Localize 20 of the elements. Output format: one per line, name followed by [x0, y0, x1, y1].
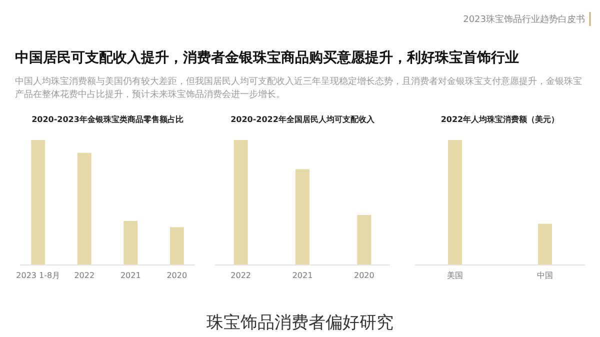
text: 2023珠宝饰品行业趋势白皮书	[463, 14, 585, 25]
x-tick-label: 2021	[292, 271, 313, 280]
x-tick-label: 2020	[166, 271, 188, 280]
x-tick-label: 2022	[230, 271, 252, 280]
x-tick-label: 美国	[447, 271, 463, 280]
x-tick-label: 2020	[354, 271, 374, 280]
x-tick-label: 2023 1-8月	[16, 271, 60, 280]
text: 中国人均珠宝消费额与美国仍有较大差距，但我国居民人均可支配收入近三年呈现稳定增长态势，且消费者对金银珠宝支付意愿提升，金银珠宝产品在整体花费中占比提升，预计未来珠宝饰品消费会进一步增长。	[15, 76, 582, 100]
x-tick-label: 中国	[537, 271, 553, 280]
bar	[31, 140, 46, 265]
bar	[124, 221, 138, 265]
x-tick-label: 2022	[74, 271, 95, 280]
chart-title: 2020-2022年全国居民人均可支配收入	[230, 115, 376, 124]
bar	[170, 227, 184, 265]
chart-title: 2022年人均珠宝消费额（美元）	[440, 114, 560, 124]
chart-title: 2020-2023年金银珠宝类商品零售额占比	[32, 114, 184, 124]
bar	[77, 152, 92, 265]
text: 珠宝饰品消费者偏好研究	[206, 313, 394, 333]
text: 中国居民可支配收入提升，消费者金银珠宝商品购买意愿提升，利好珠宝首饰行业	[15, 49, 519, 66]
x-tick-label: 2021	[120, 271, 141, 280]
